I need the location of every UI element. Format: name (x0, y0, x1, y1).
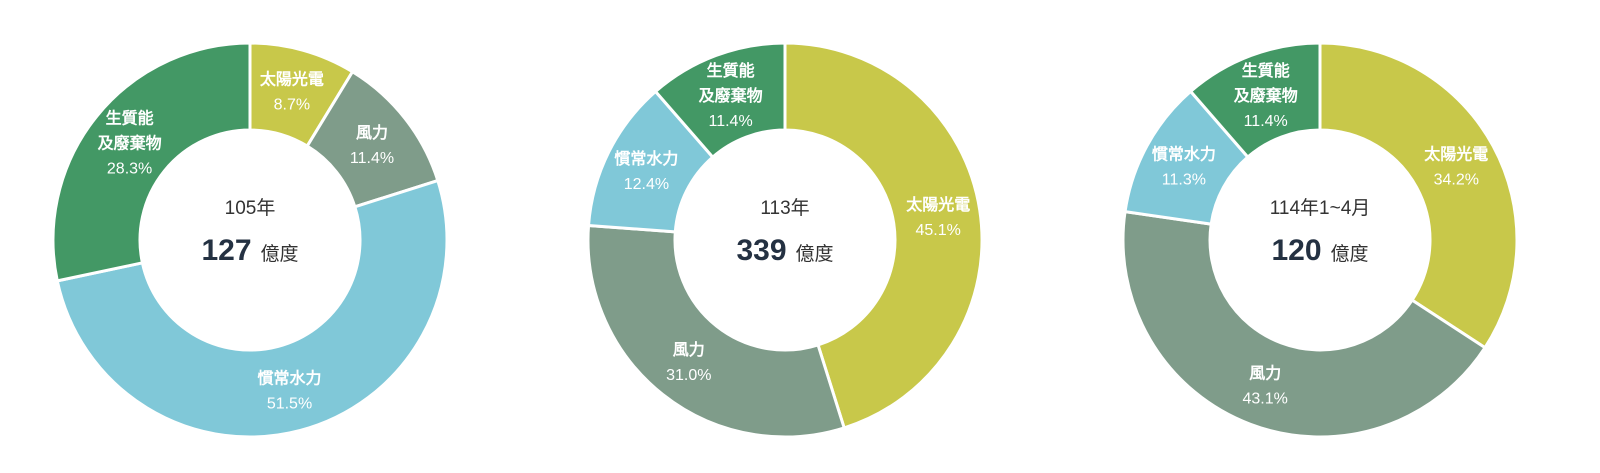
center-period-label: 114年1~4月 (1270, 197, 1371, 219)
slice-label-0-1: 風力 11.4% (350, 123, 394, 167)
slice-1-0 (783, 41, 984, 430)
slice-name: 慣常水力 (256, 368, 321, 387)
slice-label-0-2: 慣常水力 51.5% (256, 368, 321, 412)
slice-name: 太陽光電 (1423, 145, 1488, 164)
slice-label-2-1: 風力 43.1% (1243, 364, 1288, 408)
slice-label-1-2: 慣常水力 12.4% (613, 149, 678, 193)
donut-chart-1: 太陽光電 8.7% 風力 11.4% 慣常水力 51.5% 生質能及廢棄物 28.3% 105年… (51, 41, 449, 439)
slice-percent: 34.2% (1434, 172, 1479, 189)
center-total-value: 339 (736, 234, 786, 267)
slice-percent: 11.3% (1162, 171, 1206, 188)
slice-1-1 (586, 223, 846, 439)
slice-name: 及廢棄物 (1234, 86, 1298, 105)
slice-label-1-3: 生質能及廢棄物 11.4% (699, 61, 763, 130)
slice-0-2 (55, 179, 449, 439)
center-period-label: 113年 (760, 197, 809, 219)
donut-chart-2: 太陽光電 45.1% 風力 31.0% 慣常水力 12.4% 生質能及廢棄物 11.4% 113… (586, 41, 984, 439)
slice-name: 及廢棄物 (98, 133, 162, 152)
center-period-label: 105年 (225, 197, 276, 219)
slice-percent: 51.5% (267, 395, 312, 412)
slice-2-1 (1121, 210, 1487, 439)
slice-2-3 (1189, 41, 1322, 159)
center-total: 339 億度 (736, 234, 833, 267)
slice-percent: 11.4% (350, 150, 394, 167)
slice-2-0 (1318, 41, 1519, 350)
center-total-value: 127 (201, 234, 251, 267)
slice-1-3 (654, 41, 787, 159)
slice-percent: 11.4% (1244, 113, 1288, 130)
slice-label-2-3: 生質能及廢棄物 11.4% (1234, 61, 1298, 130)
slice-0-3 (51, 41, 252, 283)
slice-name: 風力 (356, 123, 388, 142)
center-total: 127 億度 (201, 234, 298, 267)
slice-name: 生質能 (106, 108, 154, 127)
slice-name: 及廢棄物 (699, 86, 763, 105)
slice-label-2-0: 太陽光電 34.2% (1423, 145, 1488, 189)
slice-name: 生質能 (707, 61, 755, 80)
slice-name: 風力 (673, 340, 705, 359)
slice-percent: 12.4% (624, 176, 669, 193)
center-total-unit: 億度 (261, 243, 299, 265)
slice-name: 生質能 (1242, 61, 1290, 80)
slice-name: 慣常水力 (1151, 144, 1216, 163)
slice-percent: 8.7% (274, 96, 310, 113)
slice-percent: 45.1% (916, 222, 961, 239)
center-total-unit: 億度 (1331, 243, 1369, 265)
slice-name: 太陽光電 (259, 69, 324, 88)
slice-label-1-1: 風力 31.0% (666, 340, 711, 384)
donut-chart-3: 太陽光電 34.2% 風力 43.1% 慣常水力 11.3% 生質能及廢棄物 11.4% 114… (1121, 41, 1519, 439)
slice-label-2-2: 慣常水力 11.3% (1151, 144, 1216, 188)
slice-name: 太陽光電 (905, 195, 970, 214)
center-total: 120 億度 (1271, 234, 1368, 267)
slice-percent: 28.3% (107, 160, 152, 177)
slice-label-0-3: 生質能及廢棄物 28.3% (98, 108, 162, 177)
center-total-value: 120 (1271, 234, 1321, 267)
slice-percent: 31.0% (666, 367, 711, 384)
slice-label-0-0: 太陽光電 8.7% (259, 69, 324, 113)
slice-name: 風力 (1249, 364, 1281, 383)
slice-percent: 43.1% (1243, 391, 1288, 408)
slice-percent: 11.4% (709, 113, 753, 130)
slice-name: 慣常水力 (613, 149, 678, 168)
slice-label-1-0: 太陽光電 45.1% (905, 195, 970, 239)
center-total-unit: 億度 (796, 243, 834, 265)
